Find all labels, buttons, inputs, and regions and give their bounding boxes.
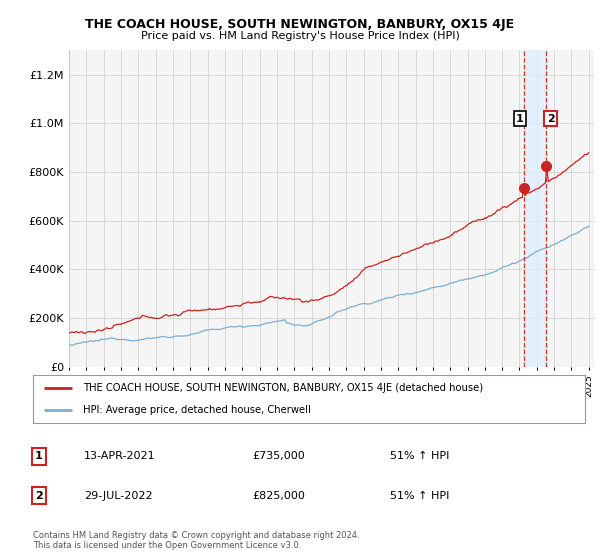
Text: THE COACH HOUSE, SOUTH NEWINGTON, BANBURY, OX15 4JE: THE COACH HOUSE, SOUTH NEWINGTON, BANBUR… <box>85 18 515 31</box>
Text: 1: 1 <box>516 114 524 124</box>
Text: 51% ↑ HPI: 51% ↑ HPI <box>390 451 449 461</box>
Text: £735,000: £735,000 <box>252 451 305 461</box>
Text: 2: 2 <box>35 491 43 501</box>
Text: THE COACH HOUSE, SOUTH NEWINGTON, BANBURY, OX15 4JE (detached house): THE COACH HOUSE, SOUTH NEWINGTON, BANBUR… <box>83 383 483 393</box>
Text: Contains HM Land Registry data © Crown copyright and database right 2024.
This d: Contains HM Land Registry data © Crown c… <box>33 531 359 550</box>
Text: 1: 1 <box>35 451 43 461</box>
Text: 2: 2 <box>547 114 554 124</box>
Text: £825,000: £825,000 <box>252 491 305 501</box>
Text: 51% ↑ HPI: 51% ↑ HPI <box>390 491 449 501</box>
Text: 13-APR-2021: 13-APR-2021 <box>84 451 155 461</box>
Bar <box>524 50 547 367</box>
Text: 29-JUL-2022: 29-JUL-2022 <box>84 491 152 501</box>
Text: Price paid vs. HM Land Registry's House Price Index (HPI): Price paid vs. HM Land Registry's House … <box>140 31 460 41</box>
Text: HPI: Average price, detached house, Cherwell: HPI: Average price, detached house, Cher… <box>83 405 311 415</box>
